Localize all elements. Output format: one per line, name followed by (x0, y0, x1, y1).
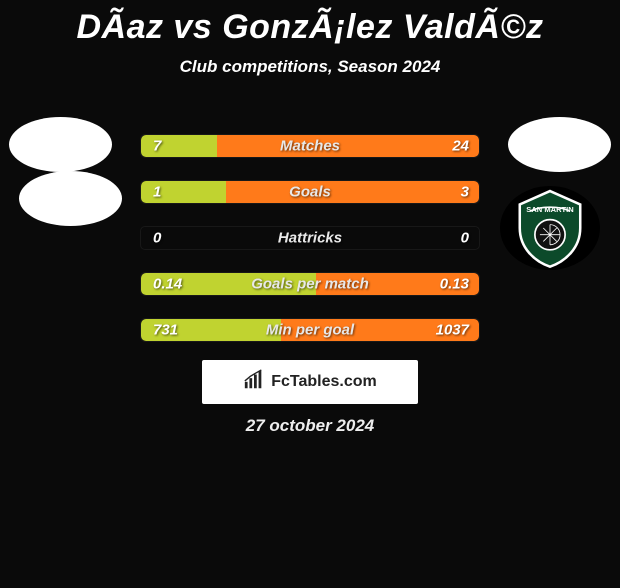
player-left-avatar-1 (9, 117, 112, 172)
player-right-club-badge: SAN MARTIN (500, 186, 600, 270)
stat-bar-row: 731 1037 Min per goal (140, 318, 480, 342)
player-right-avatar-1 (508, 117, 611, 172)
stat-label: Goals per match (251, 276, 369, 293)
stat-bars: 7 24 Matches 1 3 Goals 0 0 Hattricks 0.14 0.13 Goal… (140, 134, 480, 364)
stat-label: Goals (289, 184, 331, 201)
club-badge-text: SAN MARTIN (526, 205, 573, 214)
stat-label: Min per goal (266, 322, 354, 339)
club-badge-icon: SAN MARTIN (500, 186, 600, 270)
ellipse-placeholder (508, 117, 611, 172)
stat-value-right: 24 (452, 138, 469, 155)
stat-value-left: 0.14 (153, 276, 182, 293)
stat-label: Matches (280, 138, 340, 155)
stat-value-right: 1037 (436, 322, 469, 339)
brand-box: FcTables.com (202, 360, 418, 404)
stat-value-right: 3 (461, 184, 469, 201)
stat-value-right: 0.13 (440, 276, 469, 293)
stat-value-left: 7 (153, 138, 161, 155)
stat-value-left: 0 (153, 230, 161, 247)
stat-bar-row: 7 24 Matches (140, 134, 480, 158)
stat-bar-right-fill (226, 181, 480, 203)
player-left-avatar-2 (19, 171, 122, 226)
ellipse-placeholder (19, 171, 122, 226)
brand-text: FcTables.com (271, 373, 377, 391)
stat-bar-right-fill (217, 135, 479, 157)
bar-chart-icon (243, 369, 265, 396)
date-text: 27 october 2024 (246, 416, 375, 436)
stat-value-right: 0 (461, 230, 469, 247)
page-title: DÃ­az vs GonzÃ¡lez ValdÃ©z (0, 8, 620, 47)
stat-bar-row: 1 3 Goals (140, 180, 480, 204)
stat-value-left: 731 (153, 322, 178, 339)
stat-label: Hattricks (278, 230, 342, 247)
stat-bar-row: 0.14 0.13 Goals per match (140, 272, 480, 296)
stat-bar-row: 0 0 Hattricks (140, 226, 480, 250)
subtitle: Club competitions, Season 2024 (0, 57, 620, 77)
stat-value-left: 1 (153, 184, 161, 201)
ellipse-placeholder (9, 117, 112, 172)
